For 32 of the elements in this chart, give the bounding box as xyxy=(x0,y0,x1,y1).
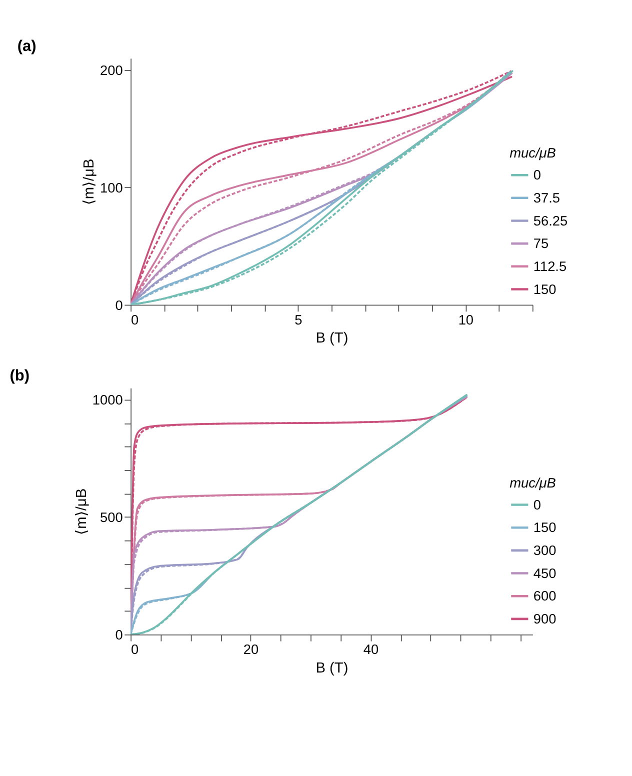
legend-label: 37.5 xyxy=(533,190,560,206)
y-axis-title: ⟨m⟩/μB xyxy=(74,488,90,535)
x-tick-label: 5 xyxy=(294,312,303,328)
chart-title: (b) xyxy=(10,368,30,385)
legend-label: 75 xyxy=(533,236,549,252)
legend-label: 0 xyxy=(533,168,542,183)
y-axis-title: ⟨m⟩/μB xyxy=(82,158,98,206)
legend-label: 56.25 xyxy=(533,213,568,228)
legend-label: 150 xyxy=(533,282,557,297)
y-tick-label: 0 xyxy=(115,627,124,642)
y-tick-label: 1000 xyxy=(92,392,124,408)
legend-label: 450 xyxy=(533,566,557,581)
x-tick-label: 20 xyxy=(243,642,260,658)
legend-label: 150 xyxy=(533,520,557,536)
x-tick-label: 40 xyxy=(363,642,379,658)
x-tick-label: 0 xyxy=(131,642,140,658)
y-tick-label: 100 xyxy=(100,180,124,196)
legend-title: muc/μB xyxy=(510,475,556,490)
x-tick-label: 10 xyxy=(458,312,474,328)
legend-title: muc/μB xyxy=(510,146,556,161)
y-tick-label: 0 xyxy=(115,298,124,313)
legend-label: 900 xyxy=(533,612,557,627)
x-axis-title: B (T) xyxy=(316,330,348,347)
chart-title: (a) xyxy=(17,38,36,55)
x-tick-label: 0 xyxy=(131,312,140,328)
x-axis-title: B (T) xyxy=(316,660,348,676)
legend-label: 300 xyxy=(533,543,557,558)
legend-label: 600 xyxy=(533,588,557,604)
legend-label: 112.5 xyxy=(533,258,567,274)
legend-label: 0 xyxy=(533,497,542,512)
y-tick-label: 500 xyxy=(100,510,124,526)
y-tick-label: 200 xyxy=(100,62,124,78)
